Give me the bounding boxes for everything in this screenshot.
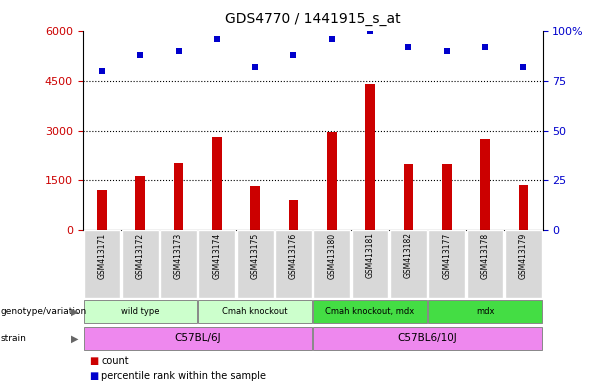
Text: ■: ■ [89, 356, 98, 366]
Bar [442, 164, 452, 230]
Bar [275, 230, 312, 298]
Bar [327, 132, 337, 230]
Point [97, 68, 107, 74]
Text: ▶: ▶ [71, 306, 78, 316]
Text: GSM413177: GSM413177 [442, 232, 451, 279]
Text: mdx: mdx [476, 307, 494, 316]
Point [212, 36, 222, 42]
Bar [199, 230, 235, 298]
Bar [83, 230, 120, 298]
Text: GSM413175: GSM413175 [251, 232, 260, 279]
Bar [390, 230, 427, 298]
Point [250, 64, 260, 70]
Text: GSM413176: GSM413176 [289, 232, 298, 279]
Bar [173, 163, 183, 230]
Text: percentile rank within the sample: percentile rank within the sample [101, 371, 266, 381]
Bar [313, 300, 427, 323]
Bar [97, 190, 107, 230]
Point [135, 51, 145, 58]
Text: ▶: ▶ [71, 333, 78, 343]
Bar [250, 186, 260, 230]
Text: GSM413182: GSM413182 [404, 232, 413, 278]
Text: C57BL/6J: C57BL/6J [174, 333, 221, 343]
Text: Cmah knockout, mdx: Cmah knockout, mdx [326, 307, 415, 316]
Point [480, 44, 490, 50]
Bar [313, 230, 350, 298]
Bar [428, 230, 465, 298]
Text: GSM413171: GSM413171 [97, 232, 107, 278]
Text: ■: ■ [89, 371, 98, 381]
Text: Cmah knockout: Cmah knockout [223, 307, 288, 316]
Text: count: count [101, 356, 129, 366]
Bar [237, 230, 273, 298]
Bar [519, 185, 528, 230]
Bar [466, 230, 503, 298]
Bar [160, 230, 197, 298]
Bar [352, 230, 389, 298]
Text: GSM413178: GSM413178 [481, 232, 490, 278]
Point [519, 64, 528, 70]
Text: C57BL6/10J: C57BL6/10J [398, 333, 457, 343]
Text: GSM413174: GSM413174 [212, 232, 221, 279]
Text: GSM413173: GSM413173 [174, 232, 183, 279]
Bar [122, 230, 159, 298]
Bar [83, 300, 197, 323]
Point [173, 48, 183, 54]
Bar [135, 177, 145, 230]
Point [365, 28, 375, 34]
Text: GSM413179: GSM413179 [519, 232, 528, 279]
Point [442, 48, 452, 54]
Text: strain: strain [1, 334, 26, 343]
Point [403, 44, 413, 50]
Bar [505, 230, 542, 298]
Bar [403, 164, 413, 230]
Bar [365, 84, 375, 230]
Title: GDS4770 / 1441915_s_at: GDS4770 / 1441915_s_at [225, 12, 400, 25]
Bar [480, 139, 490, 230]
Bar [199, 300, 312, 323]
Bar [83, 326, 312, 350]
Bar [428, 300, 542, 323]
Text: GSM413180: GSM413180 [327, 232, 337, 278]
Text: wild type: wild type [121, 307, 159, 316]
Text: GSM413181: GSM413181 [365, 232, 375, 278]
Bar [289, 200, 299, 230]
Bar [212, 137, 222, 230]
Text: genotype/variation: genotype/variation [1, 307, 87, 316]
Bar [313, 326, 542, 350]
Point [327, 36, 337, 42]
Text: GSM413172: GSM413172 [135, 232, 145, 278]
Point [289, 51, 299, 58]
